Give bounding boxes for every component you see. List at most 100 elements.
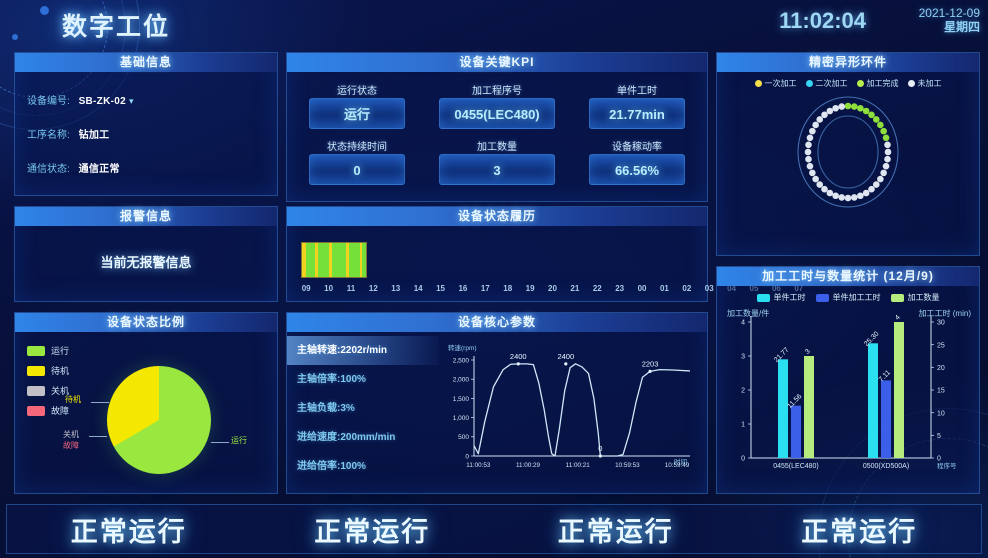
header-date-value: 2021-12-09	[918, 6, 980, 20]
bar-right-tick-label: 20	[937, 365, 945, 372]
page-title: 数字工位	[62, 13, 171, 41]
legend-item: 加工完成	[856, 78, 899, 89]
panel-kpi-title: 设备关键KPI	[287, 53, 707, 72]
bar-rect	[868, 343, 878, 458]
line-data-point	[564, 362, 568, 366]
ring-slot-dot	[826, 189, 834, 197]
ring-slot-dot	[806, 134, 814, 142]
kpi-value-utilization: 66.56%	[589, 154, 685, 185]
ring-slot-dot	[821, 185, 828, 193]
line-data-label: 2400	[557, 352, 574, 361]
bar-left-tick-label: 3	[741, 354, 745, 361]
legend-swatch-icon	[754, 80, 762, 87]
state-history-hour-tick: 01	[659, 284, 669, 293]
kpi-label-state-duration: 状态持续时间	[327, 142, 387, 153]
state-history-hour-tick: 03	[704, 284, 714, 293]
legend-swatch-icon	[815, 293, 829, 302]
stats-left-axis-title: 加工数量/件	[727, 309, 770, 318]
bar-rect	[894, 322, 904, 458]
core-param-item[interactable]: 主轴转速:2202r/min	[287, 336, 439, 365]
field-comm-status-value: 通信正常	[78, 164, 120, 175]
state-history-hour-tick: 09	[301, 284, 311, 293]
pie-callout-fault: 故障	[63, 441, 79, 450]
bar-right-tick-label: 30	[937, 320, 945, 327]
parts-ring-legend: 一次加工 二次加工 加工完成 未加工	[717, 78, 979, 89]
state-history-axis: 0910111213141516171819202122230001020304…	[295, 284, 804, 293]
line-x-tick-label: 11:00:21	[566, 462, 591, 469]
legend-item: 待机	[27, 364, 69, 377]
legend-item: 关机	[27, 384, 69, 397]
state-history-hour-tick: 22	[592, 284, 602, 293]
ring-slot-dot	[805, 141, 812, 149]
line-data-label: 2400	[510, 352, 527, 361]
legend-label: 关机	[51, 386, 70, 396]
state-history-hour-tick: 23	[615, 284, 625, 293]
line-series-path	[473, 363, 691, 457]
ring-slot-dot	[821, 111, 828, 119]
pie-callout-line	[211, 442, 229, 443]
ring-slot-dot	[806, 162, 814, 170]
legend-label: 单件工时	[773, 293, 806, 302]
stats-right-axis-title: 加工工时 (min)	[918, 309, 971, 318]
panel-basic-info: 基础信息 设备编号: SB-ZK-02 ▾ 工序名称: 钻加工 通信状态: 通信正…	[14, 52, 278, 196]
ring-slot-dot	[844, 194, 852, 202]
legend-swatch-icon	[27, 365, 45, 376]
bar-right-tick-label: 25	[937, 342, 945, 349]
panel-kpi: 设备关键KPI 运行状态 加工程序号 单件工时 运行 0455(LEC480) …	[286, 52, 708, 202]
ring-slot-dot	[884, 155, 891, 163]
legend-item: 故障	[27, 404, 69, 417]
bar-right-tick-label: 10	[937, 410, 945, 417]
panel-stats-title: 加工工时与数量统计 (12月/9)	[717, 267, 979, 286]
line-x-tick-label: 11:00:29	[516, 462, 541, 469]
legend-item: 未加工	[907, 78, 942, 89]
chevron-down-icon[interactable]: ▾	[128, 96, 134, 106]
core-param-item[interactable]: 主轴负载:3%	[297, 403, 355, 414]
line-y-tick-label: 2,500	[453, 357, 470, 364]
ring-slot-dot	[862, 107, 870, 115]
kpi-label-utilization: 设备稼动率	[612, 142, 662, 153]
core-param-item[interactable]: 主轴倍率:100%	[297, 374, 366, 385]
header-clock: 11:02:04	[779, 8, 866, 33]
core-param-item[interactable]: 进给倍率:100%	[297, 461, 366, 472]
bar-right-tick-label: 0	[937, 456, 941, 463]
legend-item: 单件工时	[756, 292, 806, 303]
state-history-segment	[332, 243, 346, 277]
core-param-item[interactable]: 进给速度:200mm/min	[297, 432, 396, 443]
panel-stats: 加工工时与数量统计 (12月/9) 单件工时 单件加工工时 加工数量 加工数量/…	[716, 266, 980, 494]
ring-slot-dot	[805, 155, 812, 163]
field-device-id[interactable]: 设备编号: SB-ZK-02 ▾	[27, 92, 134, 107]
legend-item: 运行	[27, 344, 69, 357]
legend-label: 二次加工	[815, 79, 848, 88]
pie-chart	[107, 366, 211, 474]
line-x-tick-label: 10:59:49	[665, 462, 690, 469]
bar-left-tick-label: 1	[741, 422, 745, 429]
ring-slot-dot	[868, 111, 875, 119]
pie-callout-shutdown: 关机	[63, 430, 79, 439]
state-history-hour-tick: 17	[480, 284, 490, 293]
ring-slot-dot	[877, 121, 884, 129]
ring-slot-dot	[857, 192, 864, 200]
legend-item: 单件加工工时	[815, 292, 881, 303]
line-x-axis-title: 时间	[674, 457, 687, 466]
line-data-point	[598, 454, 602, 458]
panel-parts-ring: 精密异形环件 一次加工 二次加工 加工完成 未加工	[716, 52, 980, 256]
panel-state-ratio-title: 设备状态比例	[15, 313, 277, 332]
state-history-hour-tick: 11	[346, 284, 356, 293]
line-y-axis-title: 转速(rpm)	[448, 343, 477, 352]
state-history-hour-tick: 15	[436, 284, 445, 293]
bar-right-tick-label: 15	[937, 388, 945, 395]
legend-label: 单件加工工时	[832, 293, 881, 302]
state-history-hour-tick: 00	[637, 284, 647, 293]
state-history-segment	[345, 243, 350, 277]
ring-slot-dot	[804, 148, 812, 156]
bar-rect	[881, 380, 891, 458]
legend-swatch-icon	[890, 293, 904, 302]
ring-slot-dot	[832, 192, 839, 200]
legend-label: 未加工	[917, 79, 942, 88]
ring-slot-dot	[809, 169, 816, 177]
line-data-point	[516, 362, 520, 366]
state-history-chart	[301, 242, 367, 278]
legend-label: 一次加工	[764, 79, 797, 88]
header-bar: 数字工位 11:02:04 2021-12-09 星期四	[0, 0, 988, 42]
line-data-label: 2203	[642, 359, 659, 368]
